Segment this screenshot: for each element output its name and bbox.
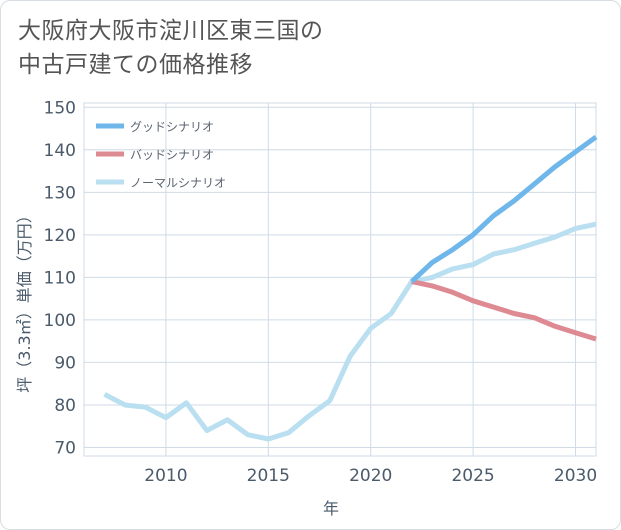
y-tick-label-140: 140 — [44, 141, 76, 161]
y-axis-title: 坪（3.3㎡）単価（万円） — [15, 207, 34, 392]
y-tick-label-110: 110 — [44, 268, 76, 288]
legend-label-0: グッドシナリオ — [130, 120, 214, 134]
tick-labels: 70 80 90 100 110 120 130 140 150 2010 2015 2020 2025… — [44, 98, 598, 486]
x-tick-label-2025: 2025 — [451, 466, 494, 486]
chart-title-line-1: 大阪府大阪市淀川区東三国の — [18, 18, 324, 44]
x-tick-label-2015: 2015 — [247, 466, 290, 486]
x-axis-title: 年 — [323, 499, 339, 518]
chart-title: 大阪府大阪市淀川区東三国の 中古戸建ての価格推移 — [18, 14, 324, 82]
y-tick-label-120: 120 — [44, 226, 76, 246]
plot-area-border — [83, 102, 597, 457]
series-line-2 — [103, 221, 597, 442]
series-lines — [103, 134, 598, 442]
y-tick-label-70: 70 — [54, 438, 76, 458]
y-tick-label-90: 90 — [54, 353, 76, 373]
x-tick-label-2020: 2020 — [349, 466, 392, 486]
series-line-1 — [411, 279, 597, 342]
y-tick-label-100: 100 — [44, 311, 76, 331]
y-tick-label-130: 130 — [44, 183, 76, 203]
legend-label-2: ノーマルシナリオ — [130, 176, 226, 190]
grid-lines — [83, 102, 597, 457]
x-tick-label-2030: 2030 — [554, 466, 597, 486]
chart-title-line-2: 中古戸建ての価格推移 — [18, 52, 253, 78]
y-tick-label-80: 80 — [54, 396, 76, 416]
series-line-0 — [409, 134, 598, 284]
legend-label-1: バッドシナリオ — [130, 148, 214, 162]
y-tick-label-150: 150 — [44, 98, 76, 118]
x-tick-label-2010: 2010 — [144, 466, 187, 486]
